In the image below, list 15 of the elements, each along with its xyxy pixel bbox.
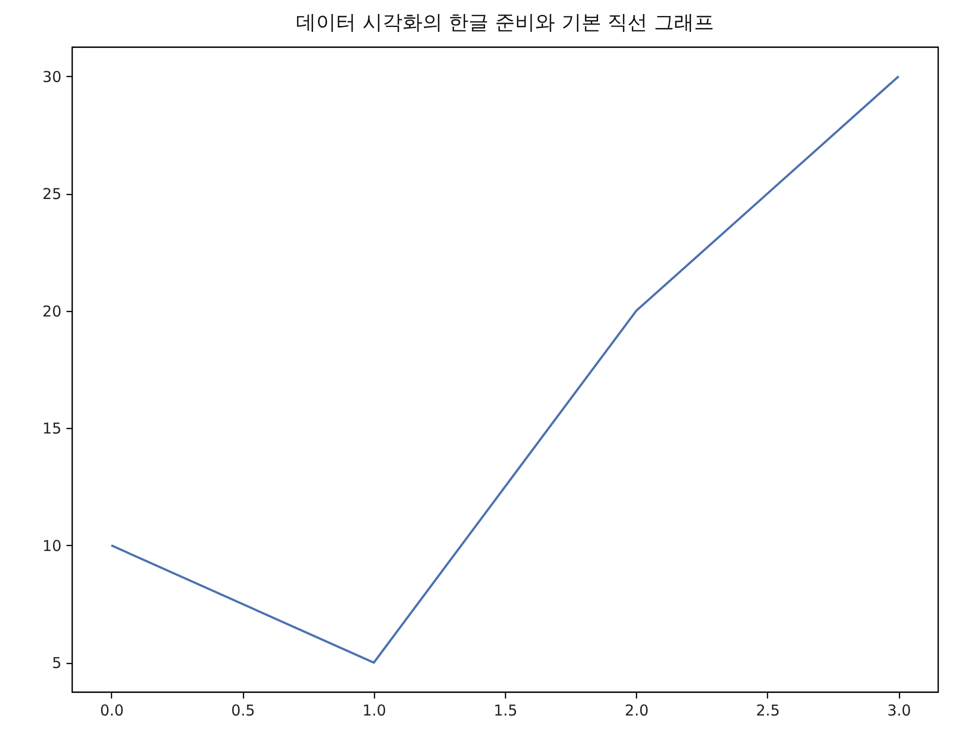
y-tick-label: 30 bbox=[42, 68, 62, 86]
y-tick-label: 15 bbox=[42, 420, 62, 438]
x-tick-label: 3.0 bbox=[887, 702, 912, 720]
x-tick-label: 2.0 bbox=[624, 702, 649, 720]
x-tick-label: 0.5 bbox=[231, 702, 256, 720]
x-tick-label: 0.0 bbox=[100, 702, 124, 720]
y-tick-label: 5 bbox=[52, 654, 62, 672]
x-tick-label: 1.0 bbox=[362, 702, 386, 720]
y-tick-label: 25 bbox=[42, 185, 62, 204]
x-tick-label: 1.5 bbox=[494, 702, 518, 720]
line-series bbox=[110, 75, 900, 664]
y-tick-label: 20 bbox=[42, 302, 62, 320]
x-tick-label: 2.5 bbox=[756, 702, 780, 720]
y-tick-label: 10 bbox=[42, 536, 62, 555]
chart-title: 데이터 시각화의 한글 준비와 기본 직선 그래프 bbox=[296, 10, 714, 34]
